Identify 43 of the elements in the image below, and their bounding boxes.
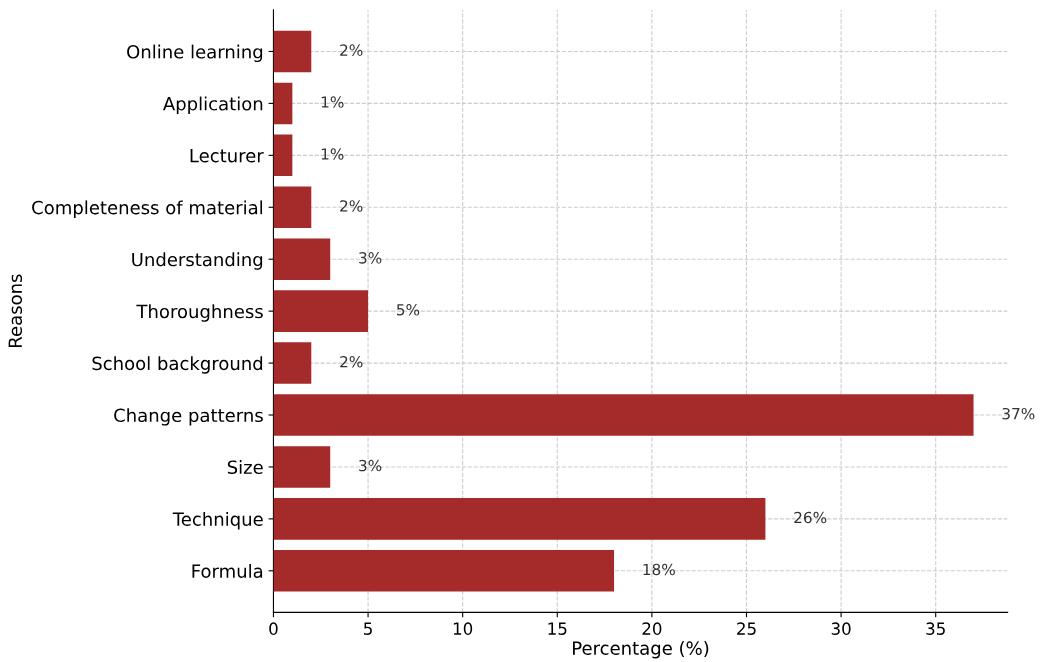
bar: [273, 134, 293, 177]
data-label: 2%: [340, 200, 363, 212]
y-tick-label: Size: [227, 460, 263, 475]
bar: [273, 186, 312, 229]
x-tick-label: 30: [831, 622, 851, 635]
y-tick-label: Technique: [172, 512, 263, 530]
data-label: 2%: [340, 44, 363, 56]
y-tick-label: Formula: [192, 563, 263, 578]
y-tick-label: Thoroughness: [136, 304, 263, 322]
x-tick-label: 10: [453, 622, 473, 635]
x-tick-label: 5: [364, 622, 372, 635]
y-axis-title: Reasons: [8, 274, 23, 347]
data-label: 2%: [340, 355, 363, 368]
data-label: 3%: [359, 252, 382, 264]
bar: [273, 82, 293, 125]
data-label: 5%: [397, 304, 420, 316]
x-tick-label: 20: [642, 622, 662, 635]
bar: [273, 550, 615, 592]
y-tick-label: Change patterns: [114, 408, 263, 426]
bar: [273, 394, 974, 436]
bar: [273, 342, 312, 384]
x-tick-label: 0: [269, 622, 278, 635]
bar: [273, 30, 312, 73]
x-tick-label: 35: [926, 622, 945, 635]
bar: [273, 498, 766, 540]
y-tick-label: Online learning: [127, 44, 263, 63]
bar: [273, 446, 331, 488]
y-tick-label: Completeness of material: [32, 200, 263, 218]
data-label: 26%: [794, 511, 827, 524]
y-tick-label: School background: [92, 356, 263, 374]
x-tick-label: 25: [737, 622, 756, 635]
data-label: 18%: [643, 563, 675, 576]
y-tick-label: Application: [162, 96, 263, 115]
x-tick-label: 15: [548, 622, 567, 635]
data-label: 3%: [359, 459, 382, 472]
data-label: 1%: [321, 148, 344, 160]
data-label: 1%: [321, 96, 344, 108]
bar: [273, 238, 331, 280]
bar: [273, 290, 369, 332]
y-tick-label: Lecturer: [190, 149, 264, 163]
y-tick-label: Understanding: [132, 252, 263, 270]
x-axis-title: Percentage (%): [573, 641, 709, 659]
data-label: 37%: [1002, 407, 1035, 420]
